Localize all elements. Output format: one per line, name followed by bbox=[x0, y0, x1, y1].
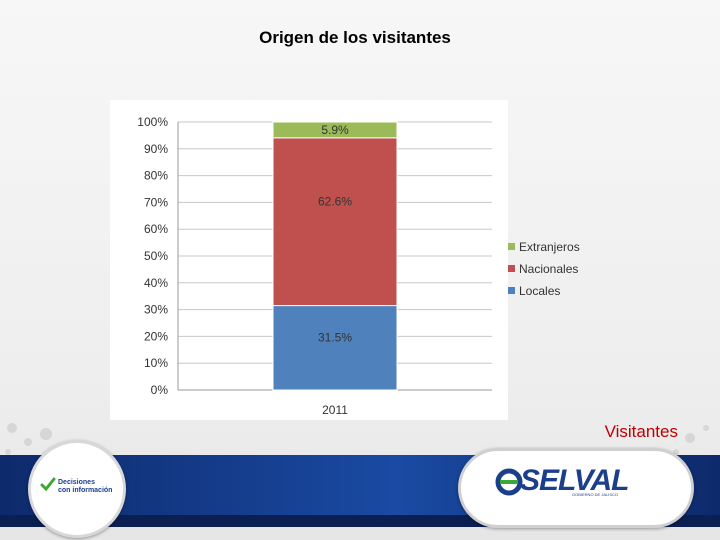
right-logo-name: SELVAL bbox=[520, 464, 629, 497]
data-label: 31.5% bbox=[318, 331, 352, 345]
y-tick-label: 0% bbox=[151, 383, 169, 397]
y-tick-label: 50% bbox=[144, 249, 168, 263]
legend-swatch bbox=[508, 265, 515, 272]
y-tick-label: 20% bbox=[144, 329, 168, 343]
y-tick-label: 70% bbox=[144, 195, 168, 209]
legend-swatch bbox=[508, 243, 515, 250]
x-tick-label: 2011 bbox=[322, 403, 348, 417]
bar-segment-extranjeros bbox=[272, 121, 398, 139]
page-title: Origen de los visitantes bbox=[259, 28, 451, 47]
legend-label: Locales bbox=[519, 284, 560, 298]
bar-segment-locales bbox=[272, 305, 398, 391]
check-icon bbox=[40, 477, 56, 492]
legend-label: Extranjeros bbox=[519, 240, 580, 254]
legend-label: Nacionales bbox=[519, 262, 578, 276]
y-tick-label: 40% bbox=[144, 276, 168, 290]
right-logo-tagline: GOBIERNO DE JALISCO bbox=[572, 492, 619, 497]
slide-caption: Visitantes bbox=[604, 422, 678, 441]
y-tick-label: 80% bbox=[144, 169, 168, 183]
bar-segment-nacionales bbox=[272, 137, 398, 307]
y-tick-label: 90% bbox=[144, 142, 168, 156]
legend-swatch bbox=[508, 287, 515, 294]
chart-panel: 0% 10% 20% 30% 40% 50% 60% 70% 80% 90% 100% 31.5% 62… bbox=[110, 100, 508, 420]
left-logo-line2: con información bbox=[58, 487, 113, 494]
stacked-bar-chart: 0% 10% 20% 30% 40% 50% 60% 70% 80% 90% 100% 31.5% 62… bbox=[137, 115, 492, 417]
data-label: 5.9% bbox=[321, 123, 349, 137]
y-tick-label: 10% bbox=[144, 356, 168, 370]
chart-legend: Extranjeros Nacionales Locales bbox=[508, 240, 580, 298]
swirl-icon bbox=[495, 468, 523, 496]
y-tick-label: 100% bbox=[137, 115, 168, 129]
data-label: 62.6% bbox=[318, 195, 352, 209]
y-tick-label: 30% bbox=[144, 303, 168, 317]
left-logo-line1: Decisiones bbox=[58, 479, 95, 486]
y-tick-label: 60% bbox=[144, 222, 168, 236]
